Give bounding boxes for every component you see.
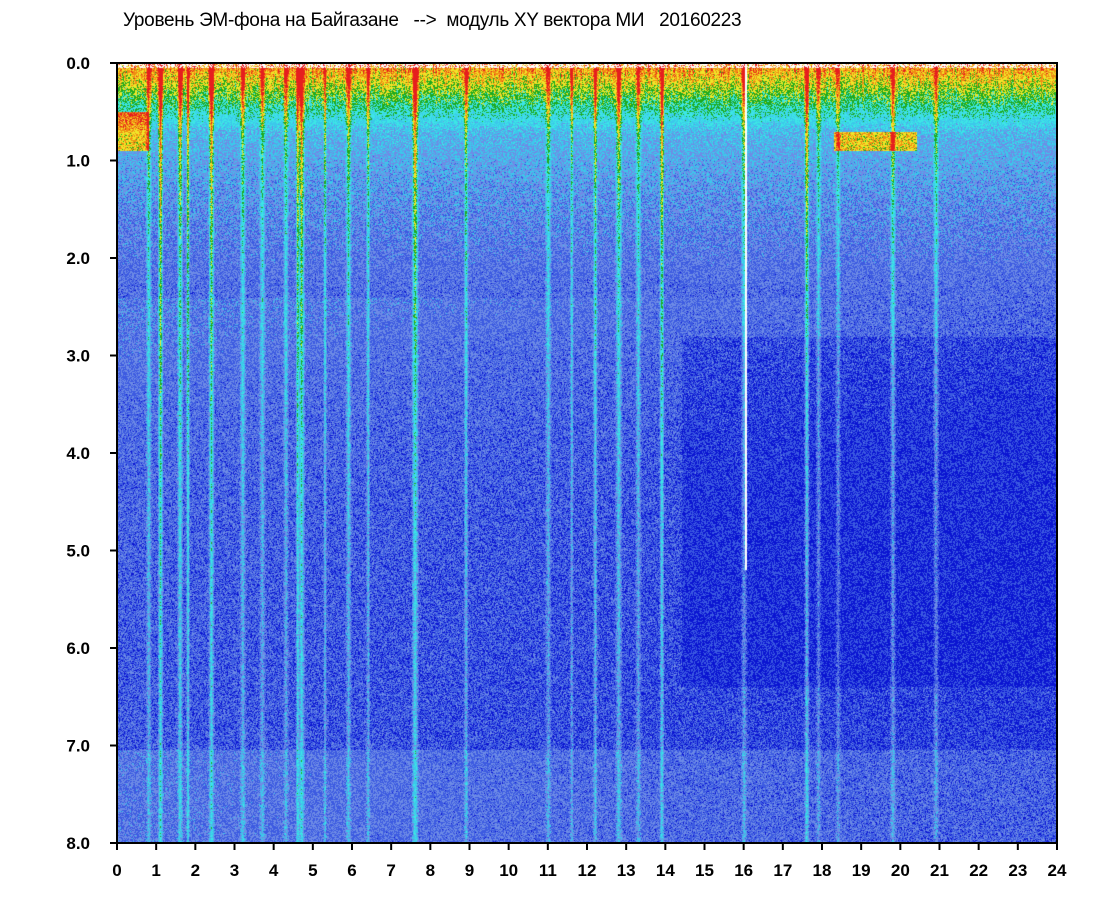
x-tick-label: 2	[191, 861, 200, 880]
x-tick-label: 0	[112, 861, 121, 880]
x-tick-label: 24	[1048, 861, 1067, 880]
y-tick-label: 2.0	[66, 249, 90, 268]
x-tick-label: 1	[151, 861, 160, 880]
y-tick-label: 5.0	[66, 542, 90, 561]
x-tick-label: 9	[465, 861, 474, 880]
x-tick-label: 3	[230, 861, 239, 880]
heatmap-canvas	[117, 63, 1057, 843]
y-tick-label: 7.0	[66, 737, 90, 756]
x-tick-label: 15	[695, 861, 714, 880]
y-tick-label: 0.0	[66, 54, 90, 73]
x-tick-label: 17	[773, 861, 792, 880]
x-tick-label: 10	[499, 861, 518, 880]
x-tick-label: 5	[308, 861, 317, 880]
x-tick-label: 19	[852, 861, 871, 880]
x-tick-label: 14	[656, 861, 675, 880]
y-tick-label: 4.0	[66, 444, 90, 463]
chart-title: Уровень ЭМ-фона на Байгазане --> модуль …	[123, 10, 742, 31]
x-tick-label: 21	[930, 861, 949, 880]
x-tick-label: 4	[269, 861, 279, 880]
x-tick-label: 13	[617, 861, 636, 880]
x-axis: 0 1 2 3 4 5 6 7 8 9 10 11 12 13 14 15 16 17 18 19 20 21 22 23 24	[112, 843, 1067, 880]
x-tick-label: 23	[1008, 861, 1027, 880]
x-tick-label: 22	[969, 861, 988, 880]
x-tick-label: 12	[578, 861, 597, 880]
y-axis: 0.0 1.0 2.0 3.0 4.0 5.0 6.0 7.0 8.0	[66, 54, 117, 853]
x-tick-label: 7	[386, 861, 395, 880]
y-tick-label: 3.0	[66, 347, 90, 366]
x-tick-label: 16	[734, 861, 753, 880]
x-tick-label: 11	[539, 861, 557, 880]
x-tick-label: 18	[813, 861, 832, 880]
y-tick-label: 6.0	[66, 639, 90, 658]
x-tick-label: 6	[347, 861, 356, 880]
x-tick-label: 20	[891, 861, 910, 880]
x-tick-label: 8	[426, 861, 435, 880]
heatmap-raster	[117, 63, 1057, 843]
y-tick-label: 1.0	[66, 152, 90, 171]
y-tick-label: 8.0	[66, 834, 90, 853]
